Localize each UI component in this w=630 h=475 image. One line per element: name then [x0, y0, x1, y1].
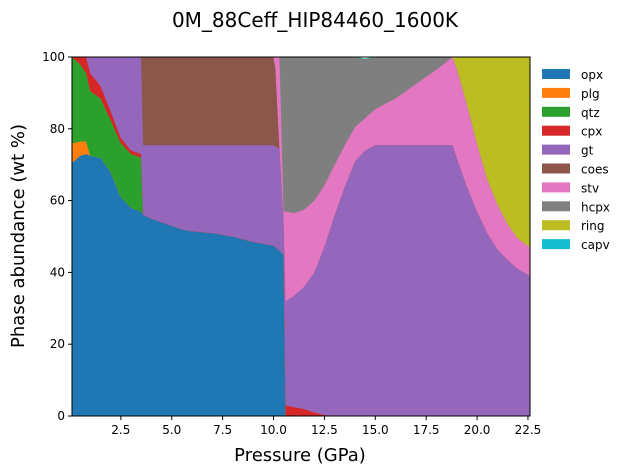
x-tick-label: 10.0: [260, 423, 287, 437]
x-tick-label: 5.0: [162, 423, 181, 437]
legend-item-cpx: cpx: [542, 125, 602, 139]
chart-title: 0M_88Ceff_HIP84460_1600K: [172, 8, 459, 32]
y-tick-label: 40: [50, 265, 65, 279]
legend-item-capv: capv: [542, 238, 610, 252]
legend-swatch: [542, 144, 570, 155]
legend-swatch: [542, 125, 570, 136]
legend-swatch: [542, 182, 570, 193]
legend-item-ring: ring: [542, 219, 605, 233]
legend-label: hcpx: [581, 200, 610, 214]
legend-label: coes: [581, 163, 609, 177]
legend-swatch: [542, 163, 570, 174]
legend-label: opx: [581, 68, 603, 82]
x-tick-label: 20.0: [464, 423, 491, 437]
legend-item-opx: opx: [542, 68, 603, 82]
area-layers: [71, 56, 531, 417]
legend-label: plg: [581, 87, 600, 101]
legend-swatch: [542, 106, 570, 117]
legend-label: capv: [581, 238, 610, 252]
x-tick-label: 2.5: [111, 423, 130, 437]
x-tick-label: 17.5: [413, 423, 440, 437]
y-tick-label: 60: [50, 194, 65, 208]
legend-item-stv: stv: [542, 181, 599, 195]
x-tick-label: 22.5: [515, 423, 542, 437]
y-tick-label: 80: [50, 122, 65, 136]
y-axis-label: Phase abundance (wt %): [8, 124, 29, 348]
x-tick-label: 15.0: [362, 423, 389, 437]
legend-swatch: [542, 201, 570, 212]
legend-item-qtz: qtz: [542, 106, 600, 120]
legend-label: gt: [581, 144, 594, 158]
legend-label: ring: [581, 219, 605, 233]
x-axis-ticks: 2.5 5.0 7.5 10.0 12.5 15.0 17.5 20.0 22.5: [111, 416, 541, 437]
x-tick-label: 7.5: [213, 423, 232, 437]
x-axis-label: Pressure (GPa): [234, 445, 366, 466]
legend-label: qtz: [581, 106, 600, 120]
legend-swatch: [542, 69, 570, 79]
legend-swatch: [542, 239, 570, 250]
legend-item-hcpx: hcpx: [542, 200, 610, 214]
plot-frame: [71, 56, 531, 417]
legend-item-plg: plg: [542, 87, 600, 101]
y-tick-label: 20: [50, 337, 65, 351]
legend: opx plg qtz cpx gt coes stv hcpx ring capv: [542, 68, 610, 252]
legend-item-coes: coes: [542, 163, 609, 177]
y-axis-ticks: 0 20 40 60 80 100: [42, 50, 72, 423]
y-tick-label: 100: [42, 50, 65, 64]
legend-label: cpx: [581, 125, 602, 139]
legend-swatch: [542, 220, 570, 231]
legend-label: stv: [581, 181, 599, 195]
x-tick-label: 12.5: [311, 423, 338, 437]
legend-item-gt: gt: [542, 144, 594, 158]
y-tick-label: 0: [57, 409, 65, 423]
legend-swatch: [542, 87, 570, 98]
